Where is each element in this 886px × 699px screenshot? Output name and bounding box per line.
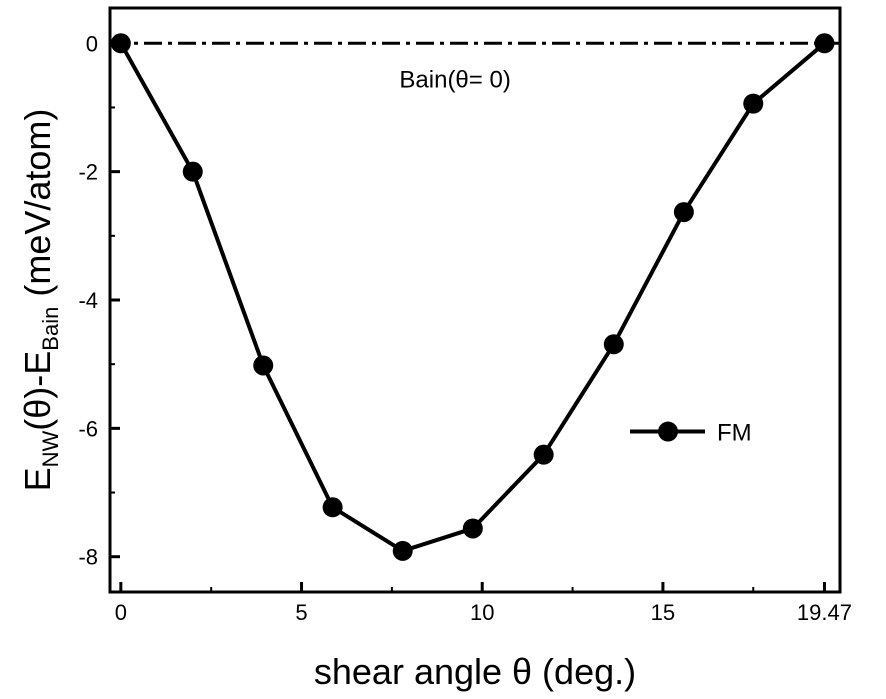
x-tick-label: 19.47 — [797, 600, 852, 625]
data-point — [253, 355, 274, 376]
x-tick-label: 15 — [651, 600, 675, 625]
legend: FM — [630, 420, 752, 447]
data-point — [603, 334, 624, 355]
y-axis-title: ENW(θ)-EBain (meV/atom) — [17, 109, 64, 492]
bain-annotation: Bain(θ= 0) — [399, 66, 510, 93]
y-tick-label: -8 — [78, 545, 98, 570]
y-ticks: 0 -2 -4 -6 -8 — [78, 31, 120, 570]
series-line-fm — [119, 41, 826, 554]
data-point — [110, 33, 131, 54]
data-point — [182, 161, 203, 182]
x-tick-label: 0 — [115, 600, 127, 625]
data-point — [673, 202, 694, 223]
data-point — [533, 444, 554, 465]
x-tick-label: 10 — [470, 600, 494, 625]
x-axis-title: shear angle θ (deg.) — [314, 651, 636, 692]
x-ticks: 0 5 10 15 19.47 — [115, 582, 852, 625]
data-point — [322, 497, 343, 518]
legend-marker-fm — [658, 421, 678, 442]
legend-label-fm: FM — [717, 420, 752, 447]
y-tick-label: -4 — [78, 288, 98, 313]
plot-frame — [108, 6, 842, 594]
y-tick-label: -2 — [78, 160, 98, 185]
series-layer — [110, 33, 835, 561]
data-point — [462, 518, 483, 539]
data-point — [814, 33, 835, 54]
data-point — [743, 93, 764, 114]
data-point — [392, 540, 413, 561]
x-tick-label: 5 — [295, 600, 307, 625]
y-tick-label: -6 — [78, 416, 98, 441]
y-tick-label: 0 — [86, 31, 98, 56]
